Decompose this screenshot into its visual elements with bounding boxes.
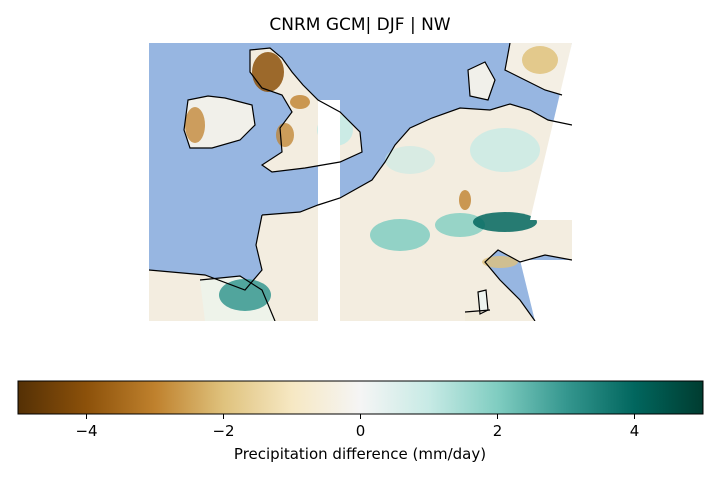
dry-patch-pennines bbox=[290, 95, 310, 109]
colorbar-tick-label: 0 bbox=[355, 422, 366, 440]
dry-patch-scotland bbox=[252, 52, 284, 92]
land-corsica bbox=[478, 290, 488, 314]
map-panel bbox=[149, 43, 572, 321]
missing-data-strip-west bbox=[318, 100, 340, 321]
land-denmark bbox=[468, 62, 495, 100]
colorbar-tick-label: 2 bbox=[492, 422, 503, 440]
wet-patch-france-north bbox=[385, 146, 435, 174]
colorbar bbox=[17, 380, 704, 415]
wet-patch-germany bbox=[470, 128, 540, 172]
colorbar-tick-label: 4 bbox=[629, 422, 640, 440]
dry-patch-po-valley bbox=[482, 256, 518, 268]
dry-patch-jura bbox=[459, 190, 471, 210]
coastlines bbox=[149, 43, 572, 321]
dry-patch-ireland bbox=[185, 107, 205, 143]
map-title: CNRM GCM| DJF | NW bbox=[269, 15, 451, 35]
colorbar-label: Precipitation difference (mm/day) bbox=[233, 445, 487, 463]
dry-patch-wales bbox=[276, 123, 294, 147]
missing-data-strip-ne bbox=[530, 43, 572, 220]
missing-data-strip-se bbox=[520, 260, 572, 321]
land-continent bbox=[149, 104, 572, 321]
colorbar-ticks bbox=[86, 414, 635, 419]
wet-patch-alps bbox=[473, 212, 537, 232]
wet-patch-massif bbox=[370, 219, 430, 251]
colorbar-tick-label: −2 bbox=[212, 422, 235, 440]
dry-patch-norway bbox=[522, 46, 558, 74]
colorbar-tick-label: −4 bbox=[75, 422, 98, 440]
wet-patch-alps-west bbox=[435, 213, 485, 237]
